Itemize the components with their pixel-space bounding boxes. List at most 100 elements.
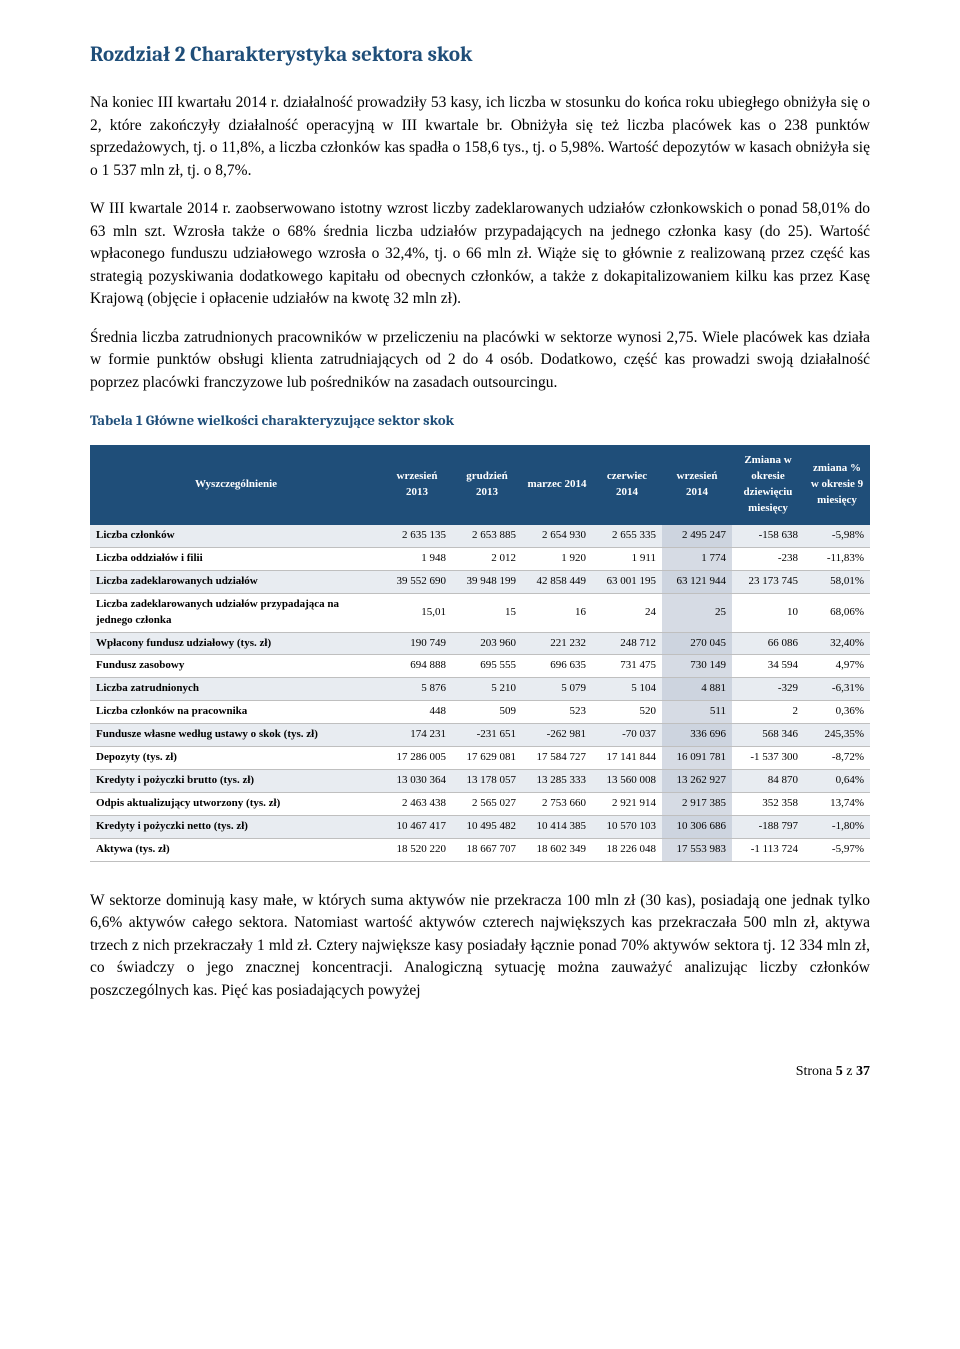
table-row: Aktywa (tys. zł)18 520 22018 667 70718 6… [90, 838, 870, 861]
row-value: 731 475 [592, 655, 662, 678]
row-label: Fundusz zasobowy [90, 655, 382, 678]
col-wyszczegolnienie: Wyszczególnienie [90, 445, 382, 525]
row-value: 5 210 [452, 678, 522, 701]
row-label: Liczba członków [90, 525, 382, 547]
table-row: Fundusz zasobowy694 888695 555696 635731… [90, 655, 870, 678]
table-row: Depozyty (tys. zł)17 286 00517 629 08117… [90, 747, 870, 770]
sector-table: Wyszczególnienie wrzesień 2013 grudzień … [90, 445, 870, 862]
row-value: 2 917 385 [662, 793, 732, 816]
row-value: 25 [662, 593, 732, 632]
table-row: Fundusze własne według ustawy o skok (ty… [90, 724, 870, 747]
row-value: -11,83% [804, 547, 870, 570]
row-value: 84 870 [732, 770, 804, 793]
table-row: Liczba zadeklarowanych udziałów przypada… [90, 593, 870, 632]
row-value: 270 045 [662, 632, 732, 655]
row-value: 568 346 [732, 724, 804, 747]
row-value: 352 358 [732, 793, 804, 816]
col-czerwiec-2014: czerwiec 2014 [592, 445, 662, 525]
col-marzec-2014: marzec 2014 [522, 445, 592, 525]
table-caption: Tabela 1 Główne wielkości charakteryzują… [90, 410, 870, 431]
row-label: Liczba zatrudnionych [90, 678, 382, 701]
row-value: 190 749 [382, 632, 452, 655]
row-value: 511 [662, 701, 732, 724]
row-value: 2 565 027 [452, 793, 522, 816]
row-value: 13 262 927 [662, 770, 732, 793]
row-value: 68,06% [804, 593, 870, 632]
row-label: Liczba członków na pracownika [90, 701, 382, 724]
table-row: Kredyty i pożyczki brutto (tys. zł)13 03… [90, 770, 870, 793]
row-value: -5,97% [804, 838, 870, 861]
page-footer: Strona 5 z 37 [90, 1062, 870, 1082]
row-value: 13 560 008 [592, 770, 662, 793]
row-value: 17 584 727 [522, 747, 592, 770]
table-row: Kredyty i pożyczki netto (tys. zł)10 467… [90, 816, 870, 839]
row-value: 0,36% [804, 701, 870, 724]
row-value: 42 858 449 [522, 570, 592, 593]
row-value: 10 [732, 593, 804, 632]
row-value: 4 881 [662, 678, 732, 701]
row-value: -231 651 [452, 724, 522, 747]
row-value: 13 285 333 [522, 770, 592, 793]
footer-of: z [843, 1064, 856, 1079]
row-value: 2 653 885 [452, 525, 522, 547]
row-value: 1 948 [382, 547, 452, 570]
paragraph-3: Średnia liczba zatrudnionych pracowników… [90, 327, 870, 394]
row-value: -188 797 [732, 816, 804, 839]
row-value: 39 948 199 [452, 570, 522, 593]
row-value: 17 286 005 [382, 747, 452, 770]
row-value: 2 463 438 [382, 793, 452, 816]
paragraph-4: W sektorze dominują kasy małe, w których… [90, 890, 870, 1002]
row-label: Wpłacony fundusz udziałowy (tys. zł) [90, 632, 382, 655]
row-value: 5 876 [382, 678, 452, 701]
table-row: Liczba członków na pracownika44850952352… [90, 701, 870, 724]
row-value: 0,64% [804, 770, 870, 793]
col-grudzien-2013: grudzień 2013 [452, 445, 522, 525]
row-value: 17 553 983 [662, 838, 732, 861]
table-header-row: Wyszczególnienie wrzesień 2013 grudzień … [90, 445, 870, 525]
row-value: 1 911 [592, 547, 662, 570]
row-value: 15 [452, 593, 522, 632]
row-value: 34 594 [732, 655, 804, 678]
row-value: -6,31% [804, 678, 870, 701]
row-value: 13,74% [804, 793, 870, 816]
row-value: 5 104 [592, 678, 662, 701]
table-row: Liczba członków2 635 1352 653 8852 654 9… [90, 525, 870, 547]
row-value: 523 [522, 701, 592, 724]
row-value: -238 [732, 547, 804, 570]
table-row: Wpłacony fundusz udziałowy (tys. zł)190 … [90, 632, 870, 655]
row-value: 1 920 [522, 547, 592, 570]
row-value: 10 495 482 [452, 816, 522, 839]
table-row: Liczba oddziałów i filii1 9482 0121 9201… [90, 547, 870, 570]
row-value: -8,72% [804, 747, 870, 770]
row-value: 10 414 385 [522, 816, 592, 839]
row-value: 203 960 [452, 632, 522, 655]
row-value: 448 [382, 701, 452, 724]
col-zmiana-procent: zmiana % w okresie 9 miesięcy [804, 445, 870, 525]
table-row: Liczba zadeklarowanych udziałów39 552 69… [90, 570, 870, 593]
row-value: 15,01 [382, 593, 452, 632]
row-value: 63 121 944 [662, 570, 732, 593]
row-value: 221 232 [522, 632, 592, 655]
col-wrzesien-2013: wrzesień 2013 [382, 445, 452, 525]
row-value: 18 520 220 [382, 838, 452, 861]
row-value: 2 921 914 [592, 793, 662, 816]
row-value: 13 030 364 [382, 770, 452, 793]
row-value: 13 178 057 [452, 770, 522, 793]
row-value: 730 149 [662, 655, 732, 678]
row-value: -5,98% [804, 525, 870, 547]
row-value: 1 774 [662, 547, 732, 570]
row-value: -158 638 [732, 525, 804, 547]
table-row: Odpis aktualizujący utworzony (tys. zł)2… [90, 793, 870, 816]
row-label: Odpis aktualizujący utworzony (tys. zł) [90, 793, 382, 816]
col-zmiana-okres: Zmiana w okresie dziewięciu miesięcy [732, 445, 804, 525]
row-value: -1 113 724 [732, 838, 804, 861]
row-label: Liczba zadeklarowanych udziałów przypada… [90, 593, 382, 632]
row-value: 2 753 660 [522, 793, 592, 816]
row-value: 2 655 335 [592, 525, 662, 547]
row-value: 10 467 417 [382, 816, 452, 839]
row-label: Kredyty i pożyczki netto (tys. zł) [90, 816, 382, 839]
footer-page-num: 5 [836, 1064, 843, 1079]
footer-total: 37 [856, 1064, 870, 1079]
col-wrzesien-2014: wrzesień 2014 [662, 445, 732, 525]
row-value: 16 [522, 593, 592, 632]
